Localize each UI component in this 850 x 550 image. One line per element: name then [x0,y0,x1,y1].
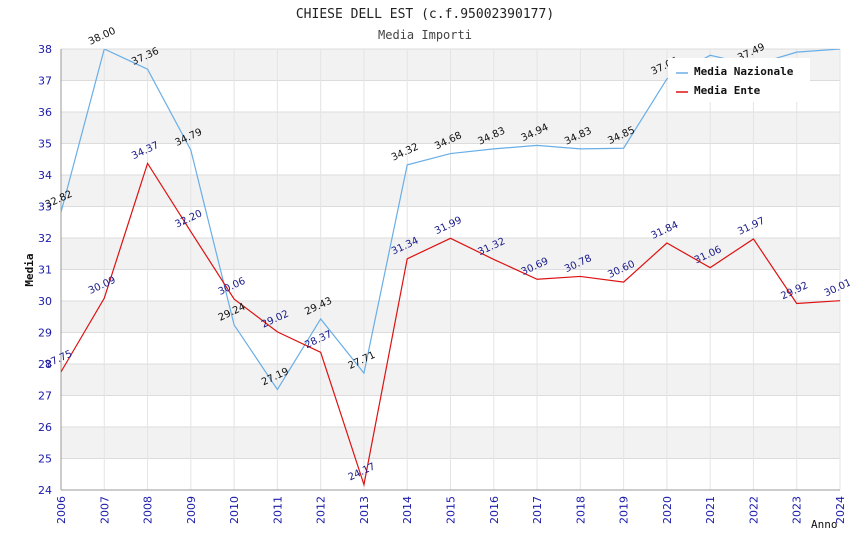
y-tick-label: 32 [38,232,52,245]
x-tick-label: 2024 [834,496,847,524]
y-axis-label: Media [23,253,36,286]
chart-subtitle: Media Importi [378,28,472,42]
x-tick-label: 2007 [98,496,111,524]
y-tick-label: 29 [38,327,52,340]
x-tick-label: 2011 [271,496,284,524]
legend-label-ente: Media Ente [694,84,761,97]
x-tick-label: 2013 [358,496,371,524]
series-line-nazionale [61,49,840,391]
y-tick-label: 33 [38,201,52,214]
x-tick-label: 2019 [618,496,631,524]
series-line-ente [61,161,840,488]
y-tick-label: 27 [38,390,52,403]
legend-box [668,58,810,102]
y-tick-label: 31 [38,264,52,277]
y-tick-label: 37 [38,75,52,88]
x-axis-ticks: 2006 2007 2008 2009 2010 2011 2012 2013 2014 2015… [55,496,847,524]
x-tick-label: 2018 [574,496,587,524]
y-tick-label: 34 [38,169,52,182]
legend: Media Nazionale Media Ente [668,58,810,102]
y-tick-label: 38 [38,43,52,56]
x-tick-label: 2022 [747,496,760,524]
x-tick-label: 2012 [315,496,328,524]
x-tick-label: 2023 [791,496,804,524]
x-tick-label: 2008 [142,496,155,524]
x-tick-label: 2009 [185,496,198,524]
y-tick-label: 26 [38,421,52,434]
y-tick-label: 36 [38,106,52,119]
x-tick-label: 2017 [531,496,544,524]
x-tick-label: 2010 [228,496,241,524]
y-tick-label: 35 [38,138,52,151]
y-tick-label: 28 [38,358,52,371]
series-lines [61,49,840,488]
x-tick-label: 2021 [704,496,717,524]
y-tick-label: 30 [38,295,52,308]
chart-title: CHIESE DELL EST (c.f.95002390177) [296,7,554,22]
x-tick-label: 2014 [401,496,414,524]
x-tick-label: 2015 [445,496,458,524]
x-tick-label: 2016 [488,496,501,524]
y-tick-label: 25 [38,453,52,466]
legend-label-nazionale: Media Nazionale [694,65,794,78]
x-tick-label: 2006 [55,496,68,524]
y-tick-label: 24 [38,484,52,497]
x-tick-label: 2020 [661,496,674,524]
x-axis-label: Anno [811,518,838,531]
data-label-nazionale: 38.00 [87,26,118,48]
y-axis-ticks: 24 25 26 27 28 29 30 31 32 33 34 35 36 37 38 [38,43,52,497]
